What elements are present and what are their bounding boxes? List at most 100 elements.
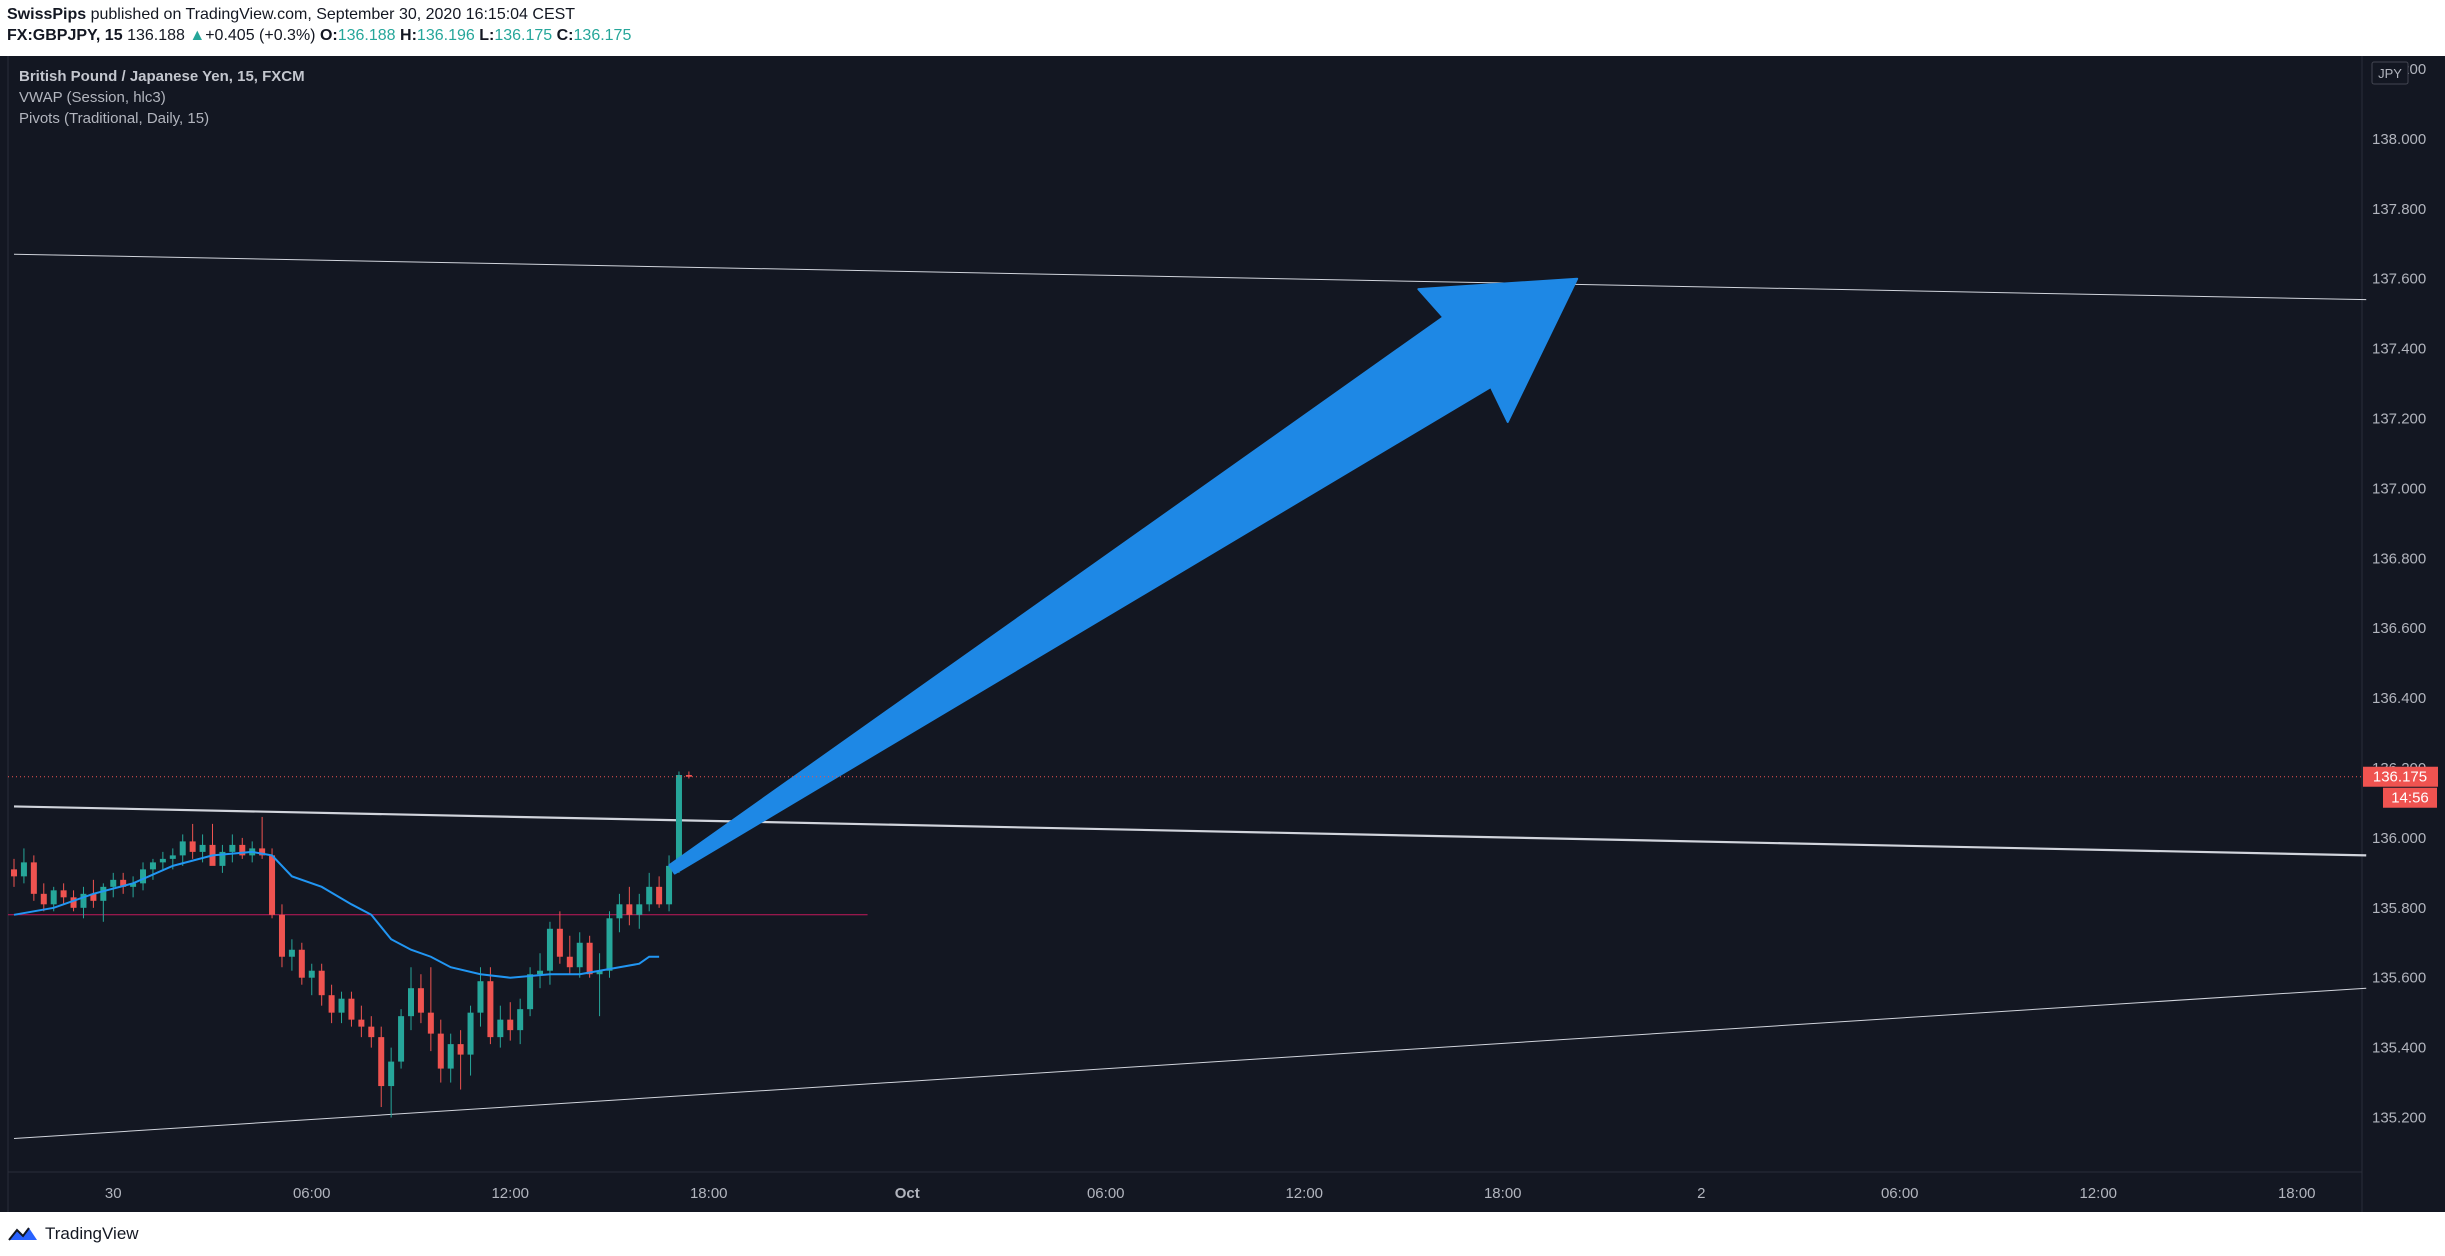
price-tick-label: 136.800 [2372,550,2426,567]
publisher-name[interactable]: SwissPips [7,6,87,23]
candle-body [398,1016,405,1062]
price-change: +0.405 (+0.3%) [205,27,316,44]
candle-body [338,998,345,1013]
price-tick-label: 137.800 [2372,201,2426,218]
candle-body [586,942,593,975]
countdown-label-bg [2383,787,2437,808]
candle-body [537,970,544,975]
candle-body [120,879,127,887]
brand-name: TradingView [45,1224,139,1243]
candle-body [556,928,563,957]
price-tick-label: 136.400 [2372,690,2426,707]
price-tick-label: 135.600 [2372,970,2426,987]
candle-body [378,1037,385,1087]
open-value: 136.188 [337,27,396,44]
candle-body [467,1012,474,1055]
last-price: 136.188 [127,27,185,44]
candle-body [666,865,673,905]
candle-body [527,974,534,1010]
candle-body [199,844,206,852]
trendline-middle-trendline[interactable] [13,805,2367,857]
candle-body [278,914,285,957]
time-tick-label: 18:00 [1484,1185,1522,1202]
candle-body [219,851,226,866]
symbol-label: FX:GBPJPY, 15 [7,27,123,44]
candle-body [288,949,295,957]
price-tick-label: 135.200 [2372,1110,2426,1127]
candle-body [140,869,147,884]
candle-body [308,970,315,978]
candle-body [269,855,276,915]
publication-header: SwissPips published on TradingView.com, … [0,0,2445,56]
candle-body [259,848,266,856]
price-tick-label: 136.600 [2372,620,2426,637]
price-tick-label: 135.800 [2372,900,2426,917]
candle-body [477,981,484,1013]
vwap-layer [13,850,660,979]
candle-body [656,886,663,905]
candle-body [298,949,305,978]
candle-body [328,995,335,1013]
legend-title[interactable]: British Pound / Japanese Yen, 15, FXCM [19,68,305,85]
published-info: published on TradingView.com, September … [90,6,576,23]
time-tick-label: 18:00 [2278,1185,2316,1202]
candles-layer [11,771,692,1118]
candle-body [318,970,325,996]
trendline-lower-support[interactable] [13,987,2367,1139]
price-chart[interactable]: 135.200135.400135.600135.800136.000136.2… [0,56,2445,1212]
time-tick-label: 2 [1697,1185,1705,1202]
candle-body [70,897,77,908]
price-tick-label: 135.400 [2372,1040,2426,1057]
candle-body [606,918,613,971]
candle-body [60,890,67,898]
last-price-label-bg [2363,766,2438,787]
time-tick-label: Oct [895,1185,920,1202]
forecast-arrow[interactable] [668,277,1579,875]
low-label: L: [479,27,495,44]
candle-body [447,1044,454,1069]
publisher-line: SwissPips published on TradingView.com, … [7,6,575,24]
candle-body [487,981,494,1038]
candle-body [566,956,573,968]
close-label: C: [556,27,574,44]
candle-body [100,886,107,901]
legend-vwap[interactable]: VWAP (Session, hlc3) [19,89,166,106]
candle-body [189,841,196,852]
candle-body [149,862,156,870]
candle-body [368,1026,375,1038]
time-axis[interactable]: 30 06:00 12:00 18:00 Oct 06:00 12:00 18:00 2 06:0… [105,1185,2316,1202]
chart-background [0,56,2445,1212]
trendline-upper-resistance[interactable] [13,253,2367,301]
candle-body [239,844,246,856]
price-tick-label: 137.000 [2372,480,2426,497]
time-tick-label: 06:00 [293,1185,331,1202]
high-value: 136.196 [416,27,475,44]
low-value: 136.175 [494,27,553,44]
tradingview-brand[interactable]: TradingView [8,1222,139,1246]
last-price-label: 136.175 [2373,769,2427,786]
candle-body [408,988,414,1017]
candle-body [179,841,186,856]
candle-body [20,862,27,877]
arrow-layer[interactable] [668,277,1579,875]
price-labels-layer: 136.175 14:56 [2363,766,2438,808]
candle-body [30,862,37,894]
legend-pivots[interactable]: Pivots (Traditional, Daily, 15) [19,110,210,127]
open-label: O: [319,27,338,44]
time-tick-label: 12:00 [491,1185,529,1202]
time-tick-label: 12:00 [2079,1185,2117,1202]
time-tick-label: 06:00 [1087,1185,1125,1202]
price-tick-label: 136.000 [2372,830,2426,847]
high-label: H: [400,27,417,44]
candle-body [636,904,643,915]
price-axis[interactable]: 135.200135.400135.600135.800136.000136.2… [2371,61,2426,1127]
currency-box[interactable] [2371,61,2409,85]
candle-body [110,879,117,887]
trendlines-layer [13,253,2367,1139]
candle-body [388,1061,395,1087]
candle-body [616,904,623,919]
candle-body [427,1012,434,1034]
candle-body [40,893,47,905]
close-value: 136.175 [573,27,632,44]
price-tick-label: 137.600 [2372,271,2426,288]
